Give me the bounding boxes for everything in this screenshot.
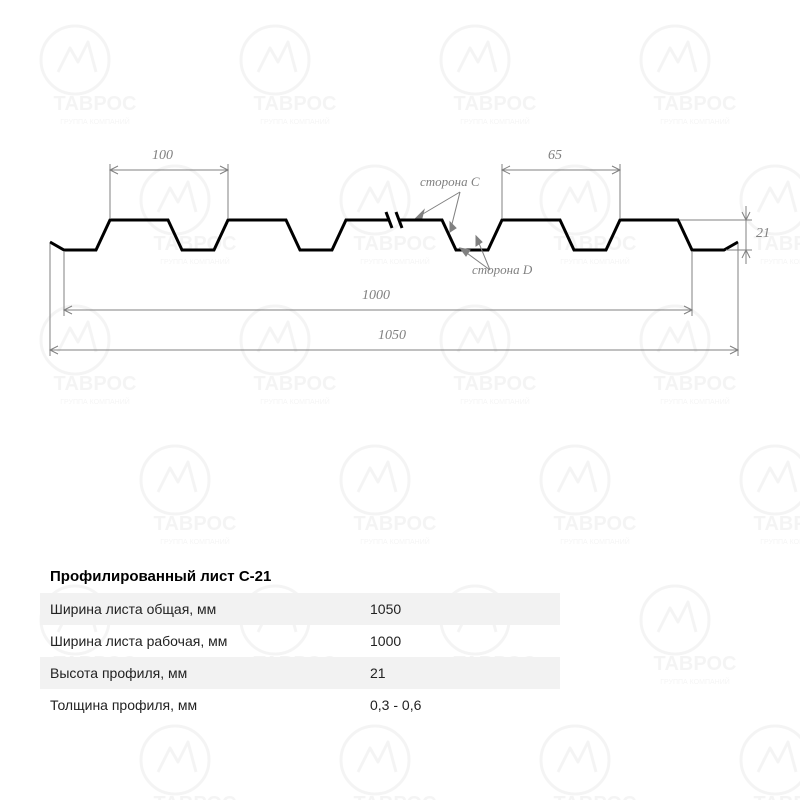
dim-1000 [64,252,692,316]
label-1000: 1000 [362,288,390,304]
watermark-logo: ТАВРОС ГРУППА КОМПАНИЙ [130,430,260,560]
table-title: Профилированный лист С-21 [40,560,560,593]
svg-text:ТАВРОС: ТАВРОС [654,653,737,675]
svg-text:ГРУППА КОМПАНИЙ: ГРУППА КОМПАНИЙ [560,537,630,546]
svg-text:ТАВРОС: ТАВРОС [254,93,337,115]
label-65: 65 [548,148,562,164]
svg-text:ГРУППА КОМПАНИЙ: ГРУППА КОМПАНИЙ [60,397,130,406]
watermark-logo: ТАВРОС ГРУППА КОМПАНИЙ [30,10,160,140]
svg-text:ГРУППА КОМПАНИЙ: ГРУППА КОМПАНИЙ [60,117,130,126]
svg-text:ГРУППА КОМПАНИЙ: ГРУППА КОМПАНИЙ [260,397,330,406]
watermark-logo: ТАВРОС ГРУППА КОМПАНИЙ [330,430,460,560]
table-row: Высота профиля, мм21 [40,657,560,689]
svg-text:ГРУППА КОМПАНИЙ: ГРУППА КОМПАНИЙ [760,537,800,546]
watermark-logo: ТАВРОС ГРУППА КОМПАНИЙ [230,10,360,140]
svg-text:ГРУППА КОМПАНИЙ: ГРУППА КОМПАНИЙ [460,397,530,406]
profile-shape [50,212,738,250]
label-21: 21 [756,226,770,242]
label-1050: 1050 [378,328,406,344]
watermark-logo: ТАВРОС ГРУППА КОМПАНИЙ [630,570,760,700]
watermark-logo: ТАВРОС ГРУППА КОМПАНИЙ [330,710,460,800]
svg-text:ГРУППА КОМПАНИЙ: ГРУППА КОМПАНИЙ [260,117,330,126]
svg-text:ТАВРОС: ТАВРОС [54,93,137,115]
table-cell-label: Ширина листа рабочая, мм [50,633,370,649]
watermark-logo: ТАВРОС ГРУППА КОМПАНИЙ [730,430,800,560]
svg-text:ТАВРОС: ТАВРОС [754,513,800,535]
svg-text:ГРУППА КОМПАНИЙ: ГРУППА КОМПАНИЙ [660,677,730,686]
svg-text:ГРУППА КОМПАНИЙ: ГРУППА КОМПАНИЙ [660,397,730,406]
table-cell-value: 21 [370,665,550,681]
svg-text:ТАВРОС: ТАВРОС [154,793,237,800]
svg-text:ТАВРОС: ТАВРОС [454,93,537,115]
label-100: 100 [152,148,173,164]
label-side-c: сторона C [420,174,480,190]
spec-table: Профилированный лист С-21 Ширина листа о… [40,560,560,721]
table-cell-value: 1000 [370,633,550,649]
table-cell-label: Высота профиля, мм [50,665,370,681]
table-cell-label: Толщина профиля, мм [50,697,370,713]
dim-21 [680,206,752,264]
watermark-logo: ТАВРОС ГРУППА КОМПАНИЙ [430,10,560,140]
table-row: Ширина листа рабочая, мм1000 [40,625,560,657]
svg-text:ГРУППА КОМПАНИЙ: ГРУППА КОМПАНИЙ [760,257,800,266]
svg-text:ГРУППА КОМПАНИЙ: ГРУППА КОМПАНИЙ [160,537,230,546]
table-row: Толщина профиля, мм0,3 - 0,6 [40,689,560,721]
dim-100 [110,164,228,218]
svg-text:ТАВРОС: ТАВРОС [554,513,637,535]
svg-text:ТАВРОС: ТАВРОС [754,793,800,800]
watermark-logo: ТАВРОС ГРУППА КОМПАНИЙ [730,710,800,800]
svg-text:ТАВРОС: ТАВРОС [554,793,637,800]
table-row: Ширина листа общая, мм1050 [40,593,560,625]
side-c-arrows [416,192,460,232]
watermark-logo: ТАВРОС ГРУППА КОМПАНИЙ [630,10,760,140]
svg-text:ГРУППА КОМПАНИЙ: ГРУППА КОМПАНИЙ [360,537,430,546]
svg-text:ГРУППА КОМПАНИЙ: ГРУППА КОМПАНИЙ [660,117,730,126]
watermark-logo: ТАВРОС ГРУППА КОМПАНИЙ [530,430,660,560]
table-cell-value: 1050 [370,601,550,617]
table-cell-value: 0,3 - 0,6 [370,697,550,713]
svg-text:ГРУППА КОМПАНИЙ: ГРУППА КОМПАНИЙ [460,117,530,126]
profile-diagram: 100 65 21 1000 1050 сторона C сторона D [40,130,760,390]
watermark-logo: ТАВРОС ГРУППА КОМПАНИЙ [130,710,260,800]
dim-65 [502,164,620,218]
svg-text:ТАВРОС: ТАВРОС [654,93,737,115]
svg-text:ТАВРОС: ТАВРОС [354,793,437,800]
svg-text:ТАВРОС: ТАВРОС [354,513,437,535]
table-cell-label: Ширина листа общая, мм [50,601,370,617]
watermark-logo: ТАВРОС ГРУППА КОМПАНИЙ [530,710,660,800]
label-side-d: сторона D [472,262,532,278]
svg-text:ТАВРОС: ТАВРОС [154,513,237,535]
